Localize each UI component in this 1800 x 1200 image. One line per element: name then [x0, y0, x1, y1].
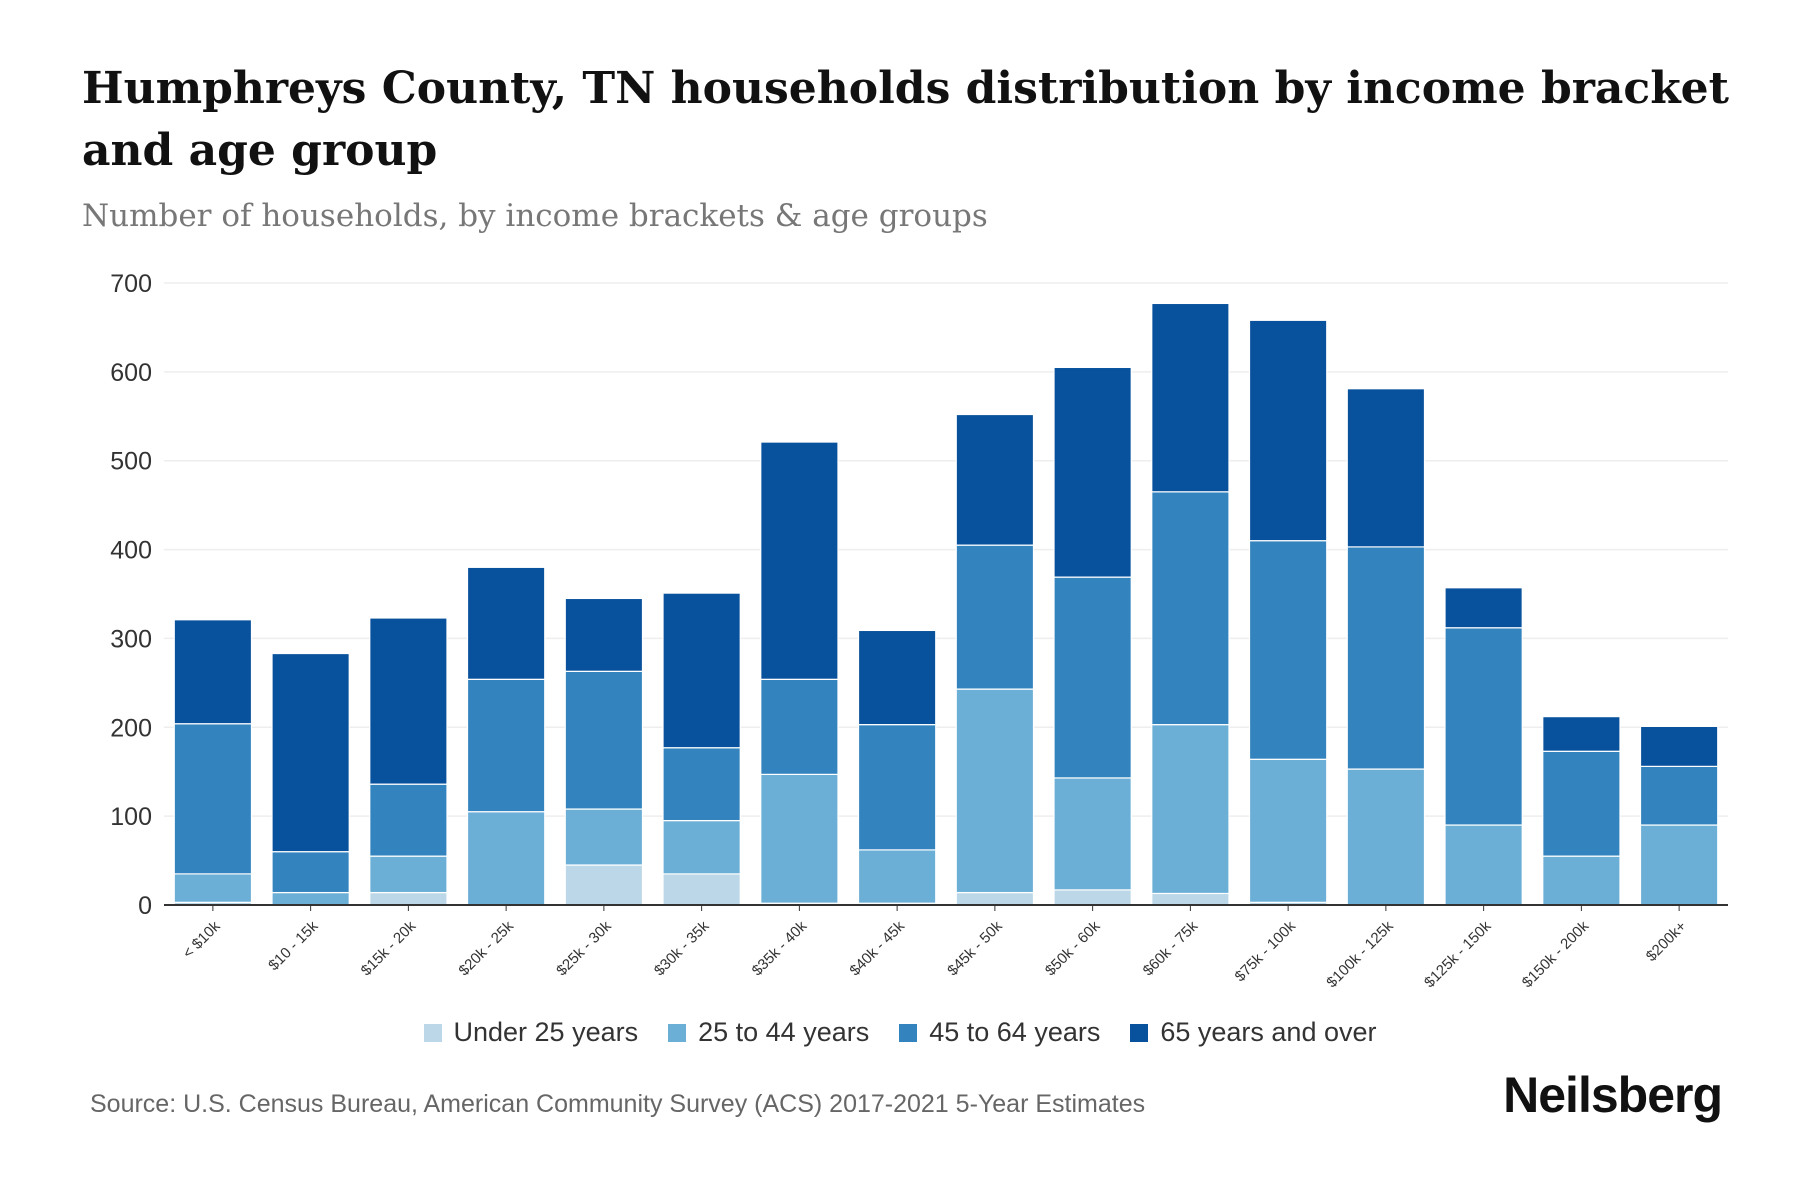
x-tick-label: $10 - 15k — [265, 917, 322, 974]
x-tick-label: $45k - 50k — [944, 917, 1006, 979]
legend-item: Under 25 years — [423, 1017, 639, 1048]
bar-segment — [1151, 892, 1230, 906]
x-tick-label: $60k - 75k — [1140, 917, 1202, 979]
legend-item: 25 to 44 years — [668, 1017, 869, 1048]
bar-segment — [466, 811, 546, 906]
x-tick-label: $150k - 200k — [1519, 917, 1593, 991]
legend-swatch — [423, 1023, 442, 1042]
bar-segment — [564, 864, 644, 906]
bar-segment — [955, 891, 1035, 906]
y-tick-label: 700 — [110, 270, 152, 298]
legend-label: 65 years and over — [1160, 1017, 1377, 1047]
bar-segment — [564, 597, 644, 672]
x-tick-label: $20k - 25k — [455, 917, 517, 979]
bar-segment — [760, 678, 839, 775]
bar-segment — [564, 670, 644, 810]
x-tick-label: $25k - 30k — [553, 917, 615, 979]
bar-segment — [369, 783, 448, 857]
stacked-bar-chart: 0 100 200 300 400 500 600 700 < $10k $10 - 15k $15… — [110, 270, 1728, 991]
bar-segment — [1053, 777, 1132, 891]
legend-swatch — [668, 1023, 687, 1042]
bar-segment — [466, 678, 546, 813]
bar-segment — [173, 873, 253, 903]
bar-segment — [369, 855, 448, 894]
legend-item: 65 years and over — [1130, 1017, 1377, 1048]
y-tick-label: 100 — [110, 803, 152, 831]
bar-segment — [1248, 758, 1328, 903]
x-tick-label: $40k - 45k — [846, 917, 908, 979]
bar-segment — [662, 592, 741, 749]
bar-segment — [1542, 855, 1621, 906]
legend-label: Under 25 years — [453, 1017, 639, 1047]
legend-swatch — [899, 1023, 918, 1042]
y-tick-label: 400 — [110, 537, 152, 565]
legend: Under 25 years 25 to 44 years 45 to 64 yea… — [0, 1017, 1800, 1048]
legend-label: 25 to 44 years — [698, 1017, 870, 1047]
bar-segment — [1346, 768, 1426, 906]
bar-segment — [1444, 627, 1523, 826]
bar-segment — [1639, 824, 1719, 906]
legend-label: 45 to 64 years — [929, 1017, 1101, 1047]
bar-segment — [1151, 491, 1230, 726]
bar-segment — [1151, 302, 1230, 493]
x-tick-label: $75k - 100k — [1232, 917, 1300, 985]
bar-segment — [271, 851, 350, 894]
bar-segment — [1248, 319, 1328, 542]
x-tick-label: < $10k — [180, 917, 225, 962]
bar-segment — [760, 773, 839, 904]
bar-segment — [955, 413, 1035, 546]
source-note: Source: U.S. Census Bureau, American Com… — [90, 1090, 1146, 1118]
bar-segment — [955, 688, 1035, 894]
bar-segment — [1053, 576, 1132, 779]
x-tick-label: $125k - 150k — [1421, 917, 1495, 991]
bar-segment — [955, 544, 1035, 690]
bar-segment — [1151, 724, 1230, 895]
bar-segment — [173, 723, 253, 875]
y-tick-label: 0 — [138, 892, 152, 920]
legend-swatch — [1130, 1023, 1149, 1042]
x-tick-label: $100k - 125k — [1323, 917, 1397, 991]
bar-segment — [271, 891, 350, 906]
bar-segment — [1444, 824, 1523, 906]
bar-segment — [1053, 366, 1132, 578]
bar-segment — [1639, 725, 1719, 767]
x-tick-label: $200k+ — [1643, 918, 1690, 965]
bar-segment — [857, 849, 937, 904]
bar-segment — [1542, 750, 1621, 857]
legend-item: 45 to 64 years — [899, 1017, 1100, 1048]
bar-segment — [1346, 546, 1426, 770]
x-tick-label: $35k - 40k — [749, 917, 811, 979]
x-tick-label: $50k - 60k — [1042, 917, 1104, 979]
bar-segment — [369, 891, 448, 906]
bar-segment — [1346, 388, 1426, 548]
bar-segment — [662, 747, 741, 822]
bar-segment — [760, 441, 839, 680]
bar-segment — [1542, 716, 1621, 752]
x-tick-label: $30k - 35k — [651, 917, 713, 979]
bar-segment — [857, 629, 937, 726]
chart-subtitle: Number of households, by income brackets… — [82, 198, 988, 234]
neilsberg-logo: Neilsberg — [1503, 1067, 1723, 1123]
bar-segment — [1248, 540, 1328, 760]
y-tick-label: 200 — [110, 714, 152, 742]
x-tick-label: $15k - 20k — [358, 917, 420, 979]
bar-segment — [1053, 889, 1132, 906]
bar-segment — [662, 819, 741, 875]
y-tick-label: 500 — [110, 448, 152, 476]
bar-segment — [369, 617, 448, 785]
bar-segment — [271, 652, 350, 853]
bar-segment — [1444, 587, 1523, 629]
bar-segment — [564, 808, 644, 866]
bar-segment — [662, 873, 741, 906]
chart-title: Humphreys County, TN households distribu… — [82, 63, 1729, 176]
y-tick-label: 300 — [110, 625, 152, 653]
bar-segment — [857, 724, 937, 851]
bar-segment — [173, 619, 253, 725]
bar-segment — [1639, 765, 1719, 826]
bar-segment — [466, 566, 546, 680]
y-tick-label: 600 — [110, 359, 152, 387]
